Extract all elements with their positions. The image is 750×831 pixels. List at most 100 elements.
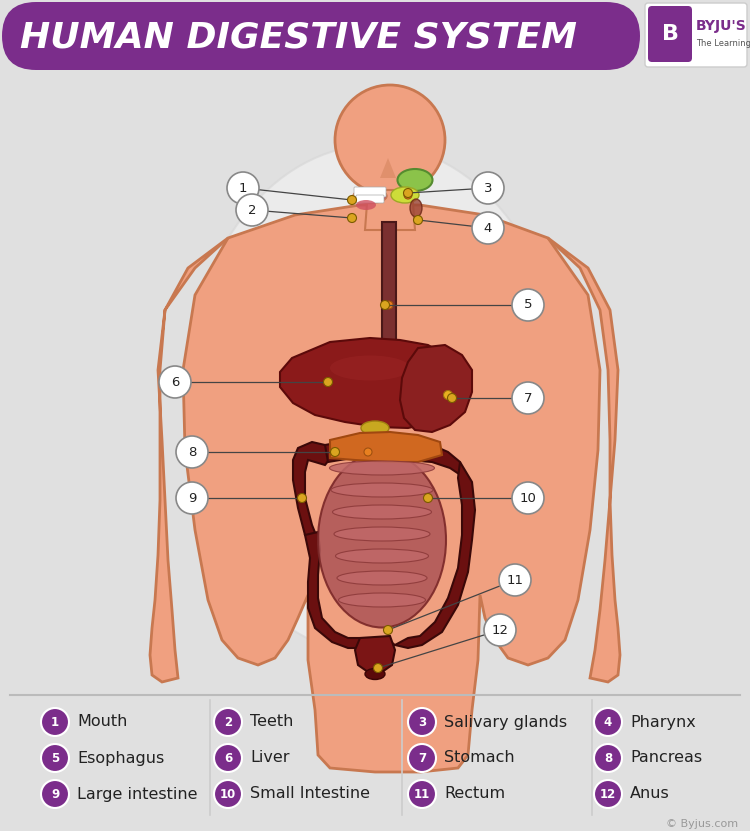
Ellipse shape xyxy=(353,189,387,204)
Text: Liver: Liver xyxy=(250,750,290,765)
Circle shape xyxy=(214,744,242,772)
Ellipse shape xyxy=(338,593,425,607)
Polygon shape xyxy=(365,190,415,230)
Text: 7: 7 xyxy=(418,751,426,765)
Circle shape xyxy=(484,614,516,646)
Text: HUMAN DIGESTIVE SYSTEM: HUMAN DIGESTIVE SYSTEM xyxy=(20,21,577,55)
Text: Mouth: Mouth xyxy=(77,715,128,730)
Text: 11: 11 xyxy=(414,788,430,800)
Circle shape xyxy=(472,212,504,244)
Circle shape xyxy=(512,482,544,514)
Text: Pancreas: Pancreas xyxy=(630,750,702,765)
Circle shape xyxy=(323,377,332,386)
Circle shape xyxy=(408,708,436,736)
Ellipse shape xyxy=(330,356,410,381)
Text: 9: 9 xyxy=(188,491,196,504)
Text: Stomach: Stomach xyxy=(444,750,514,765)
Circle shape xyxy=(176,436,208,468)
Circle shape xyxy=(443,391,452,400)
FancyBboxPatch shape xyxy=(354,187,386,197)
Circle shape xyxy=(472,172,504,204)
Ellipse shape xyxy=(365,668,385,680)
Circle shape xyxy=(236,194,268,226)
Circle shape xyxy=(41,744,69,772)
Circle shape xyxy=(214,708,242,736)
Circle shape xyxy=(594,744,622,772)
Text: 6: 6 xyxy=(171,376,179,389)
Circle shape xyxy=(227,172,259,204)
Text: Pharynx: Pharynx xyxy=(630,715,696,730)
Circle shape xyxy=(41,780,69,808)
Polygon shape xyxy=(355,636,395,672)
Circle shape xyxy=(41,708,69,736)
Polygon shape xyxy=(400,345,472,432)
Text: Rectum: Rectum xyxy=(444,786,506,802)
Polygon shape xyxy=(382,222,396,365)
Text: 1: 1 xyxy=(238,181,248,194)
Circle shape xyxy=(413,215,422,224)
Text: Teeth: Teeth xyxy=(250,715,293,730)
Text: 11: 11 xyxy=(506,573,524,587)
Text: 7: 7 xyxy=(524,391,532,405)
Text: 4: 4 xyxy=(484,222,492,234)
Circle shape xyxy=(347,195,356,204)
Ellipse shape xyxy=(410,199,422,217)
Polygon shape xyxy=(395,462,475,648)
Polygon shape xyxy=(325,440,462,476)
Text: 8: 8 xyxy=(604,751,612,765)
Ellipse shape xyxy=(185,145,565,655)
Circle shape xyxy=(176,482,208,514)
Circle shape xyxy=(594,708,622,736)
Text: 12: 12 xyxy=(600,788,616,800)
Polygon shape xyxy=(330,432,442,462)
Ellipse shape xyxy=(334,527,430,541)
Text: 3: 3 xyxy=(418,715,426,729)
Text: 2: 2 xyxy=(248,204,256,217)
FancyBboxPatch shape xyxy=(645,3,747,67)
Text: 6: 6 xyxy=(224,751,232,765)
FancyBboxPatch shape xyxy=(356,195,384,203)
Circle shape xyxy=(214,780,242,808)
Text: Anus: Anus xyxy=(630,786,670,802)
Circle shape xyxy=(374,663,382,672)
Text: Large intestine: Large intestine xyxy=(77,786,197,802)
Polygon shape xyxy=(305,532,395,648)
Text: Salivary glands: Salivary glands xyxy=(444,715,567,730)
Circle shape xyxy=(408,744,436,772)
Circle shape xyxy=(424,494,433,503)
Text: 3: 3 xyxy=(484,181,492,194)
Text: 5: 5 xyxy=(524,298,532,312)
Text: Small Intestine: Small Intestine xyxy=(250,786,370,802)
Circle shape xyxy=(383,626,392,635)
Circle shape xyxy=(499,564,531,596)
Text: 1: 1 xyxy=(51,715,59,729)
Ellipse shape xyxy=(398,169,433,191)
Circle shape xyxy=(594,780,622,808)
Text: Esophagus: Esophagus xyxy=(77,750,164,765)
Text: The Learning App: The Learning App xyxy=(696,40,750,48)
Text: 2: 2 xyxy=(224,715,232,729)
Text: 10: 10 xyxy=(520,491,536,504)
Circle shape xyxy=(385,301,393,309)
Circle shape xyxy=(364,448,372,456)
Circle shape xyxy=(380,301,389,309)
Ellipse shape xyxy=(391,187,419,203)
FancyBboxPatch shape xyxy=(2,2,640,70)
Text: 10: 10 xyxy=(220,788,236,800)
Polygon shape xyxy=(280,338,464,428)
Polygon shape xyxy=(380,158,396,178)
Ellipse shape xyxy=(356,200,376,210)
Circle shape xyxy=(408,780,436,808)
Polygon shape xyxy=(293,442,335,540)
Ellipse shape xyxy=(361,421,389,435)
Circle shape xyxy=(347,214,356,223)
Text: 12: 12 xyxy=(491,623,508,637)
Polygon shape xyxy=(548,238,620,682)
Ellipse shape xyxy=(335,549,428,563)
Ellipse shape xyxy=(329,461,434,475)
Circle shape xyxy=(512,289,544,321)
Text: B: B xyxy=(662,24,679,44)
Ellipse shape xyxy=(332,505,431,519)
Ellipse shape xyxy=(331,483,433,497)
Circle shape xyxy=(298,494,307,503)
